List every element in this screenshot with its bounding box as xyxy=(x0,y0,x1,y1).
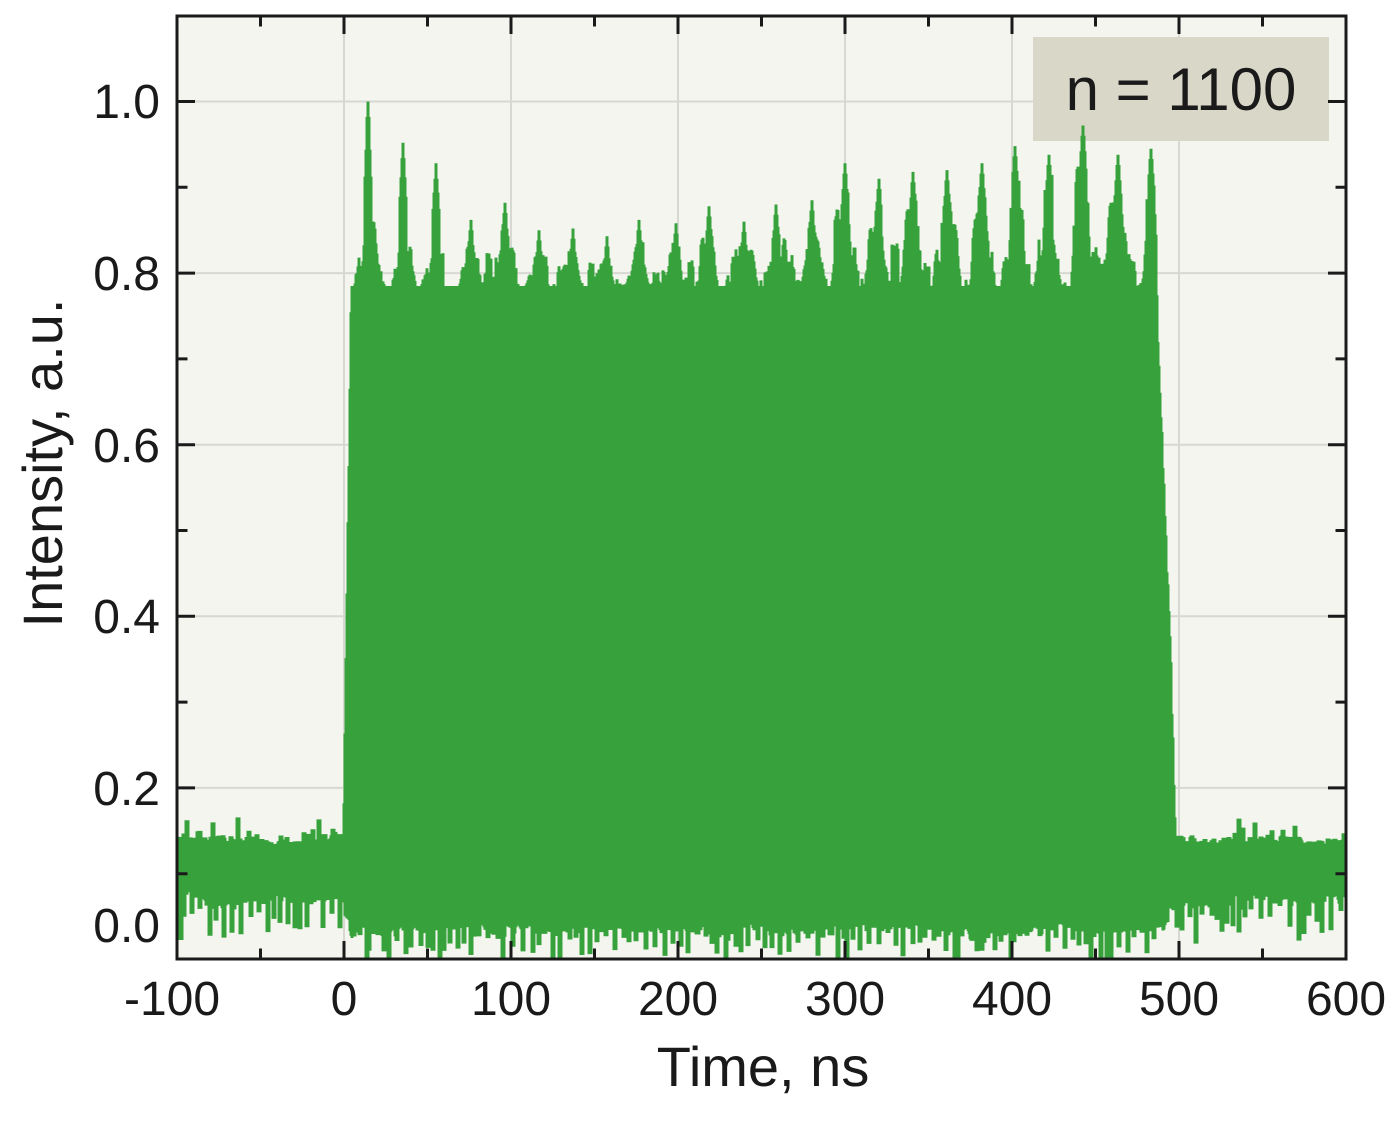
svg-text:400: 400 xyxy=(972,973,1052,1026)
svg-text:0.6: 0.6 xyxy=(93,420,160,473)
svg-text:0.8: 0.8 xyxy=(93,248,160,301)
svg-text:500: 500 xyxy=(1139,973,1219,1026)
svg-text:200: 200 xyxy=(638,973,718,1026)
svg-text:0.0: 0.0 xyxy=(93,900,160,953)
svg-text:Time, ns: Time, ns xyxy=(657,1035,870,1098)
svg-text:300: 300 xyxy=(805,973,885,1026)
svg-text:100: 100 xyxy=(471,973,551,1026)
svg-text:0.2: 0.2 xyxy=(93,763,160,816)
svg-text:Intensity, a.u.: Intensity, a.u. xyxy=(11,299,74,628)
svg-text:0.4: 0.4 xyxy=(93,591,160,644)
svg-text:-100: -100 xyxy=(124,973,220,1026)
svg-text:600: 600 xyxy=(1306,973,1386,1026)
svg-text:n = 1100: n = 1100 xyxy=(1066,56,1297,123)
svg-text:0: 0 xyxy=(331,973,358,1026)
svg-text:1.0: 1.0 xyxy=(93,76,160,129)
